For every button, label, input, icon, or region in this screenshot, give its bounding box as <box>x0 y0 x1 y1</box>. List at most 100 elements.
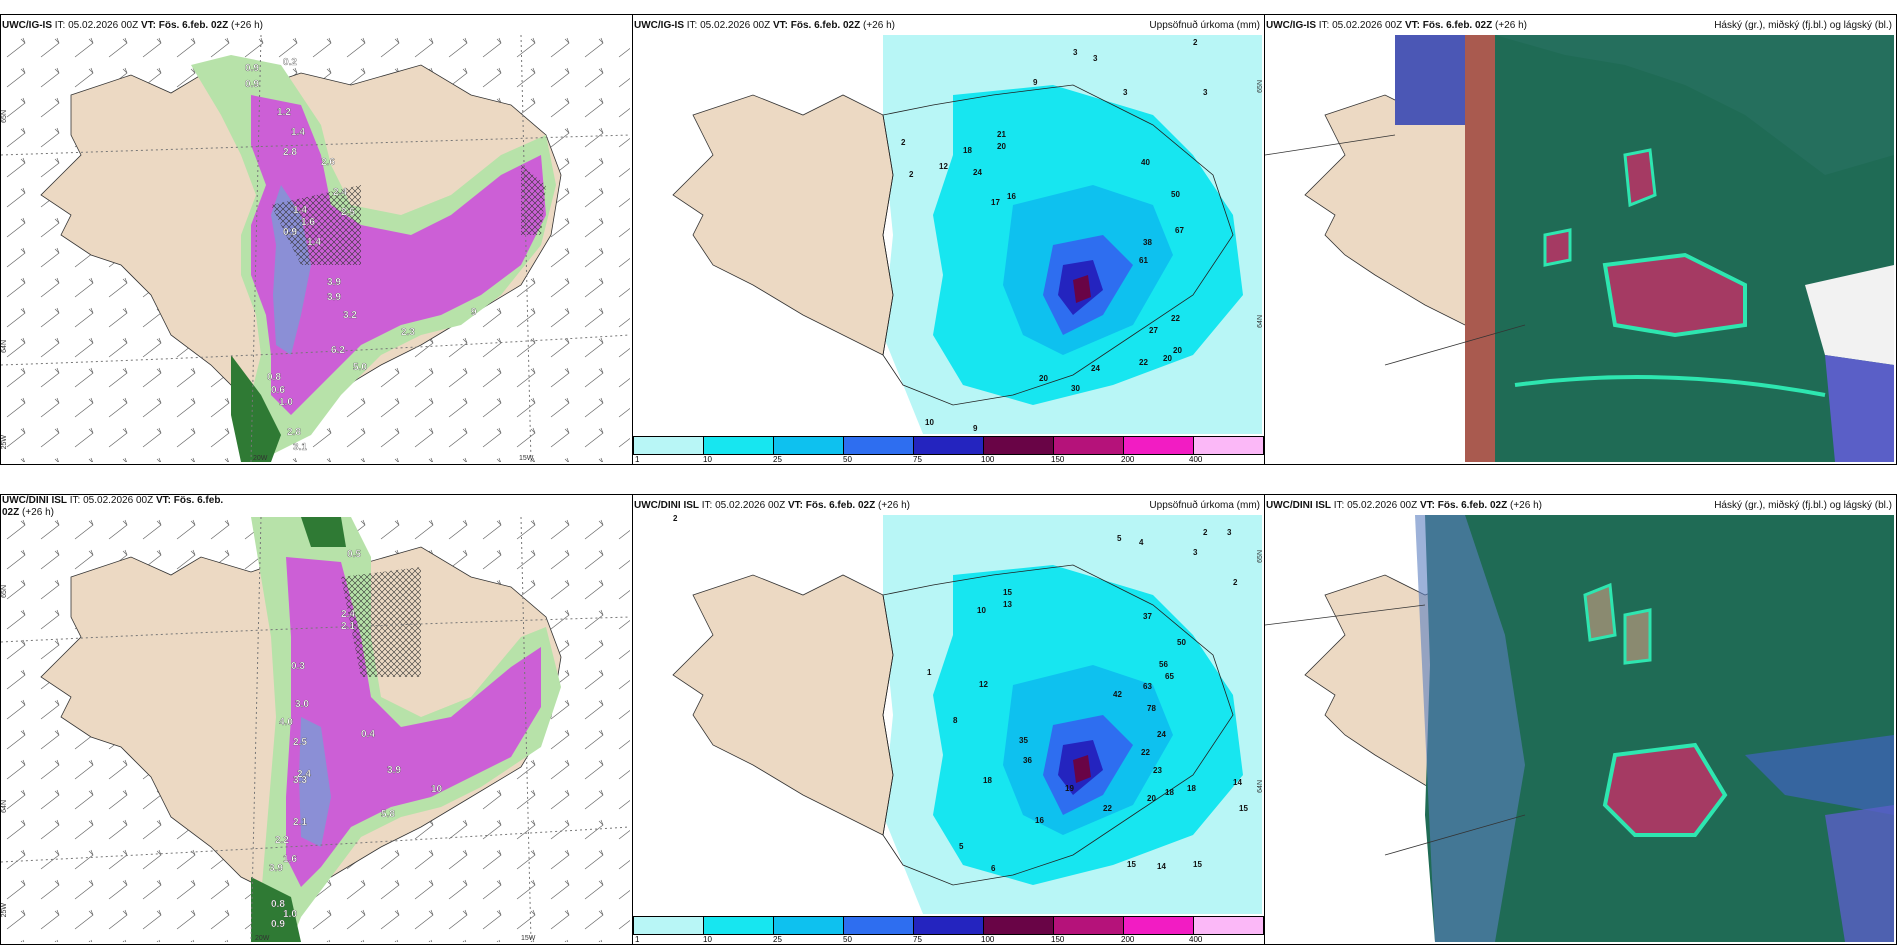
map-cloud-cover <box>1265 35 1896 464</box>
value-label: 36 <box>1023 756 1032 765</box>
value-label: 22 <box>1103 804 1112 813</box>
value-label: 0.9 <box>283 227 297 238</box>
value-label: 5 <box>1117 534 1122 543</box>
value-label: 3 <box>1227 528 1232 537</box>
map-wind-precip: 0.5 2.4 2.1 0.3 4.0 2.5 3.0 2.4 3.3 2.1 … <box>1 517 632 944</box>
colorbar-cell <box>774 437 844 454</box>
value-label: 19 <box>1065 784 1074 793</box>
colorbar-cell <box>704 437 774 454</box>
value-label: 1.4 <box>291 127 305 138</box>
colorbar-cell <box>914 917 984 934</box>
value-label: 42 <box>1113 690 1122 699</box>
panel-bottom-right: UWC/DINI ISL IT: 05.02.2026 00Z VT: Fös.… <box>1264 494 1897 945</box>
value-label: 2.1 <box>293 817 307 828</box>
colorbar-cell <box>844 917 914 934</box>
value-label: 50 <box>1171 190 1180 199</box>
colorbar-tick: 150 <box>1051 455 1065 464</box>
colorbar-tick: 200 <box>1121 935 1135 944</box>
colorbar-tick: 50 <box>843 455 852 464</box>
value-label: 61 <box>1139 256 1148 265</box>
colorbar-cell <box>704 917 774 934</box>
value-label: 6.2 <box>331 345 345 356</box>
value-label: 5.0 <box>353 362 367 373</box>
value-label: 2.2 <box>275 835 289 846</box>
value-label: 38 <box>1143 238 1152 247</box>
value-label: 15 <box>1127 860 1136 869</box>
value-label: 37 <box>1143 612 1152 621</box>
value-label: 0.3 <box>291 661 305 672</box>
map-cloud-cover <box>1265 515 1896 944</box>
colorbar-cell <box>634 917 704 934</box>
value-label: 3.9 <box>387 765 401 776</box>
value-label: 15 <box>1003 588 1012 597</box>
value-label: 63 <box>1143 682 1152 691</box>
value-label: 23 <box>1153 766 1162 775</box>
colorbar-cells <box>633 436 1264 455</box>
value-label: 20 <box>1039 374 1048 383</box>
value-label: 1 <box>927 668 932 677</box>
value-label: 0.8 <box>271 899 285 910</box>
map-accumulated-precip: 3 3 2 3 3 9 21 20 24 18 12 17 16 40 50 6… <box>633 35 1264 436</box>
panel-title: UWC/DINI ISL IT: 05.02.2026 00Z VT: Fös.… <box>2 495 224 518</box>
value-label: 10 <box>925 418 934 427</box>
colorbar-tick: 100 <box>981 455 995 464</box>
value-label: 2.5 <box>293 737 307 748</box>
colorbar-cell <box>1124 437 1194 454</box>
value-label: 3.9 <box>269 863 283 874</box>
value-label: 2.4 <box>341 609 355 620</box>
value-label: 3.9 <box>327 292 341 303</box>
value-label: 0.6 <box>271 385 285 396</box>
value-label: 21 <box>997 130 1006 139</box>
value-label: 18 <box>1187 784 1196 793</box>
value-label: 22 <box>1171 314 1180 323</box>
colorbar-cell <box>914 437 984 454</box>
value-label: 3 <box>1073 48 1078 57</box>
value-label: 2.8 <box>287 427 301 438</box>
colorbar-tick: 200 <box>1121 455 1135 464</box>
colorbar-labels: 1 10 25 50 75 100 150 200 400 <box>633 935 1264 944</box>
value-label: 3 <box>1123 88 1128 97</box>
value-label: 9 <box>973 424 978 433</box>
value-label: 2 <box>1203 528 1208 537</box>
lon-label: 15W <box>521 935 536 942</box>
value-label: 20 <box>1163 354 1172 363</box>
value-label: 2.4 <box>333 187 347 198</box>
colorbar-cell <box>984 917 1054 934</box>
panel-variable-label: Uppsöfnuð úrkoma (mm) <box>1149 20 1260 31</box>
value-label: 2 <box>1233 578 1238 587</box>
colorbar-tick: 50 <box>843 935 852 944</box>
colorbar-tick: 25 <box>773 455 782 464</box>
colorbar-cell <box>1194 917 1263 934</box>
colorbar-tick: 400 <box>1189 935 1203 944</box>
colorbar-cells <box>633 916 1264 935</box>
value-label: 17 <box>991 198 1000 207</box>
value-label: 22 <box>1141 748 1150 757</box>
colorbar-tick: 1 <box>635 935 640 944</box>
value-label: 35 <box>1019 736 1028 745</box>
value-label: 1.6 <box>301 217 315 228</box>
map-wind-precip: 0.9 0.2 0.9 1.2 1.4 2.8 2.6 1.4 1.6 2.4 … <box>1 35 632 464</box>
value-label: 3.3 <box>293 775 307 786</box>
value-label: 3 <box>1193 548 1198 557</box>
panel-title: UWC/DINI ISL IT: 05.02.2026 00Z VT: Fös.… <box>634 500 910 511</box>
value-label: 10 <box>431 784 443 795</box>
value-label: 18 <box>1165 788 1174 797</box>
value-label: 3 <box>1203 88 1208 97</box>
value-label: 1.0 <box>279 397 293 408</box>
value-label: 50 <box>1177 638 1186 647</box>
lat-label: 65N <box>1257 550 1264 563</box>
value-label: 20 <box>1147 794 1156 803</box>
value-label: 12 <box>979 680 988 689</box>
value-label: 22 <box>1139 358 1148 367</box>
panel-variable-label: Uppsöfnuð úrkoma (mm) <box>1149 500 1260 511</box>
lon-label: 15W <box>519 455 534 462</box>
colorbar-tick: 75 <box>913 935 922 944</box>
value-label: 14 <box>1233 778 1242 787</box>
value-label: 0.9 <box>271 919 285 930</box>
colorbar-tick: 75 <box>913 455 922 464</box>
value-label: 67 <box>1175 226 1184 235</box>
panel-title: UWC/DINI ISL IT: 05.02.2026 00Z VT: Fös.… <box>1266 500 1542 511</box>
colorbar-cell <box>844 437 914 454</box>
value-label: 0.8 <box>267 372 281 383</box>
panel-bottom-left: UWC/DINI ISL IT: 05.02.2026 00Z VT: Fös.… <box>0 494 633 945</box>
